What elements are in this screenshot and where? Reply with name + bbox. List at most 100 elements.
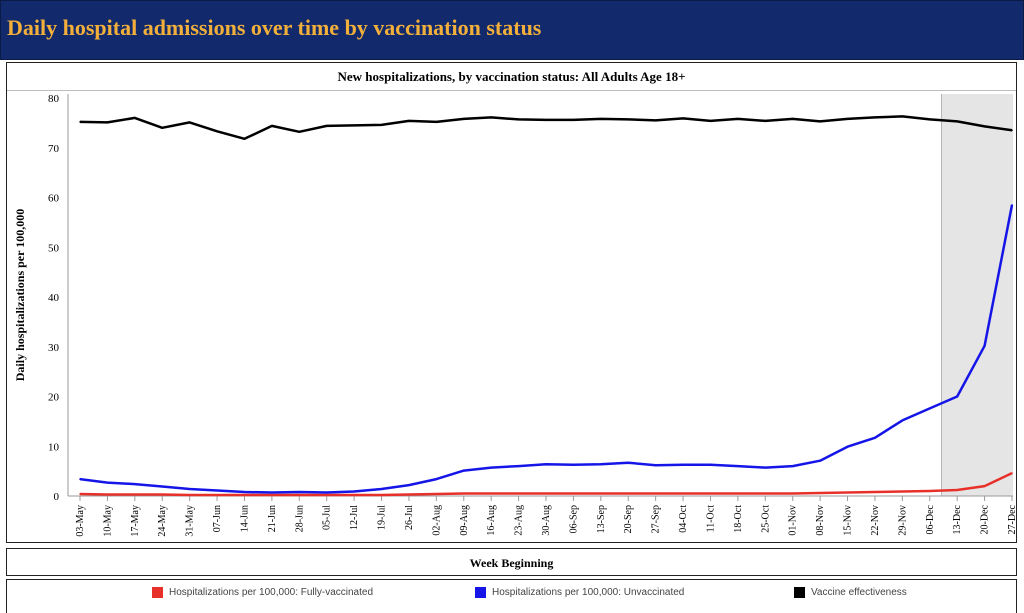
data-point-vaccine-effectiveness — [134, 117, 136, 119]
x-tick-label: 05-Jul — [322, 505, 333, 530]
x-tick-label: 31-May — [185, 505, 196, 537]
data-point-hospitalizations-per-100-000-unvaccinated — [600, 463, 602, 465]
data-point-vaccine-effectiveness — [106, 121, 109, 124]
data-point-hospitalizations-per-100-000-unvaccinated — [737, 465, 739, 467]
line-chart: 0 10 20 30 40 50 60 70 80 Daily hospitalizations … — [13, 93, 1018, 537]
data-point-hospitalizations-per-100-000-unvaccinated — [545, 463, 547, 465]
data-point-hospitalizations-per-100-000-unvaccinated — [819, 459, 821, 462]
data-point-hospitalizations-per-100-000-fully-vaccinated — [353, 494, 355, 496]
legend-label-vaccine-effectiveness: Vaccine effectiveness — [811, 587, 907, 598]
data-point-vaccine-effectiveness — [490, 116, 492, 119]
data-point-hospitalizations-per-100-000-fully-vaccinated — [791, 492, 794, 495]
data-point-vaccine-effectiveness — [846, 118, 849, 120]
data-point-vaccine-effectiveness — [161, 127, 164, 129]
x-tick-label: 18-Oct — [733, 505, 744, 533]
data-point-hospitalizations-per-100-000-fully-vaccinated — [956, 489, 958, 491]
x-tick-label: 27-Dec — [1007, 504, 1018, 534]
data-point-vaccine-effectiveness — [791, 118, 794, 120]
data-point-hospitalizations-per-100-000-fully-vaccinated — [737, 492, 739, 495]
data-point-hospitalizations-per-100-000-fully-vaccinated — [188, 494, 191, 496]
legend-item-fully-vaccinated[interactable]: Hospitalizations per 100,000: Fully-vacc… — [152, 587, 373, 598]
data-point-vaccine-effectiveness — [627, 118, 630, 121]
data-point-hospitalizations-per-100-000-unvaccinated — [243, 491, 246, 493]
data-point-hospitalizations-per-100-000-unvaccinated — [380, 488, 383, 490]
data-point-vaccine-effectiveness — [517, 118, 520, 121]
x-tick-label: 12-Jul — [349, 505, 360, 530]
data-point-vaccine-effectiveness — [79, 121, 81, 123]
data-point-hospitalizations-per-100-000-fully-vaccinated — [682, 492, 684, 495]
data-point-vaccine-effectiveness — [600, 118, 602, 120]
legend-swatch-fully-vaccinated — [152, 587, 163, 598]
legend-swatch-vaccine-effectiveness — [794, 587, 805, 598]
data-point-vaccine-effectiveness — [983, 125, 986, 128]
data-point-vaccine-effectiveness — [709, 120, 712, 122]
data-point-hospitalizations-per-100-000-fully-vaccinated — [874, 491, 876, 493]
data-point-hospitalizations-per-100-000-unvaccinated — [161, 485, 164, 488]
data-point-hospitalizations-per-100-000-fully-vaccinated — [106, 493, 109, 496]
x-tick-label: 15-Nov — [843, 505, 854, 536]
data-point-vaccine-effectiveness — [216, 130, 218, 133]
y-tick-label: 60 — [48, 193, 60, 205]
data-point-hospitalizations-per-100-000-fully-vaccinated — [983, 485, 986, 487]
data-point-hospitalizations-per-100-000-unvaccinated — [846, 445, 849, 448]
data-point-hospitalizations-per-100-000-unvaccinated — [271, 491, 273, 494]
data-point-hospitalizations-per-100-000-fully-vaccinated — [764, 492, 767, 495]
data-point-hospitalizations-per-100-000-unvaccinated — [901, 419, 904, 422]
y-tick-label: 70 — [48, 143, 60, 155]
data-point-vaccine-effectiveness — [956, 120, 958, 123]
data-point-hospitalizations-per-100-000-unvaccinated — [106, 481, 109, 484]
data-point-hospitalizations-per-100-000-fully-vaccinated — [243, 494, 246, 496]
data-point-vaccine-effectiveness — [188, 121, 191, 124]
x-tick-label: 03-May — [75, 505, 86, 537]
data-point-vaccine-effectiveness — [271, 125, 273, 127]
data-point-hospitalizations-per-100-000-fully-vaccinated — [709, 492, 712, 495]
x-tick-label: 06-Dec — [925, 504, 936, 534]
data-point-hospitalizations-per-100-000-unvaccinated — [298, 491, 301, 493]
x-tick-label: 28-Jun — [294, 505, 305, 532]
x-tick-label: 07-Jun — [212, 505, 223, 532]
dashboard-title: Daily hospital admissions over time by v… — [7, 15, 542, 40]
data-point-hospitalizations-per-100-000-unvaccinated — [874, 436, 876, 439]
x-tick-label: 19-Jul — [377, 505, 388, 530]
data-point-hospitalizations-per-100-000-fully-vaccinated — [490, 492, 492, 495]
x-tick-label: 22-Nov — [870, 505, 881, 536]
x-axis-title: Week Beginning — [469, 556, 554, 570]
data-point-hospitalizations-per-100-000-unvaccinated — [572, 463, 575, 466]
data-point-hospitalizations-per-100-000-unvaccinated — [408, 484, 410, 486]
data-point-hospitalizations-per-100-000-fully-vaccinated — [600, 492, 602, 495]
x-tick-label: 23-Aug — [514, 505, 525, 536]
data-point-hospitalizations-per-100-000-unvaccinated — [709, 463, 712, 466]
data-point-hospitalizations-per-100-000-unvaccinated — [764, 466, 767, 469]
x-tick-label: 14-Jun — [239, 505, 250, 532]
data-point-hospitalizations-per-100-000-fully-vaccinated — [161, 493, 164, 496]
data-point-vaccine-effectiveness — [545, 119, 547, 121]
data-point-vaccine-effectiveness — [901, 115, 904, 118]
data-point-vaccine-effectiveness — [764, 120, 767, 122]
data-point-hospitalizations-per-100-000-unvaccinated — [517, 465, 520, 467]
series-line-hospitalizations-per-100-000-unvaccinated — [79, 204, 1014, 494]
x-tick-label: 02-Aug — [431, 505, 442, 536]
x-tick-label: 30-Aug — [541, 505, 552, 536]
data-point-hospitalizations-per-100-000-fully-vaccinated — [545, 492, 547, 495]
data-point-hospitalizations-per-100-000-fully-vaccinated — [1011, 472, 1013, 474]
data-point-hospitalizations-per-100-000-fully-vaccinated — [216, 494, 218, 496]
legend-item-unvaccinated[interactable]: Hospitalizations per 100,000: Unvaccinat… — [475, 587, 684, 598]
data-point-vaccine-effectiveness — [572, 119, 575, 121]
legend-item-vaccine-effectiveness[interactable]: Vaccine effectiveness — [794, 587, 907, 598]
x-axis-title-panel: Week Beginning — [6, 548, 1017, 576]
x-tick-label: 09-Aug — [459, 505, 470, 536]
x-tick-label: 27-Sep — [651, 505, 662, 533]
data-point-hospitalizations-per-100-000-unvaccinated — [325, 491, 328, 494]
data-point-hospitalizations-per-100-000-fully-vaccinated — [627, 492, 630, 495]
x-tick-label: 17-May — [130, 505, 141, 537]
x-tick-label: 13-Sep — [596, 505, 607, 533]
x-tick-label: 21-Jun — [267, 505, 278, 532]
y-tick-label: 50 — [48, 242, 60, 254]
data-point-vaccine-effectiveness — [654, 119, 657, 122]
x-tick-label: 20-Dec — [980, 504, 991, 534]
y-tick-label: 30 — [48, 342, 60, 354]
data-point-vaccine-effectiveness — [298, 131, 301, 133]
data-point-hospitalizations-per-100-000-unvaccinated — [654, 464, 657, 466]
data-point-hospitalizations-per-100-000-unvaccinated — [682, 463, 684, 466]
data-point-vaccine-effectiveness — [682, 117, 684, 120]
